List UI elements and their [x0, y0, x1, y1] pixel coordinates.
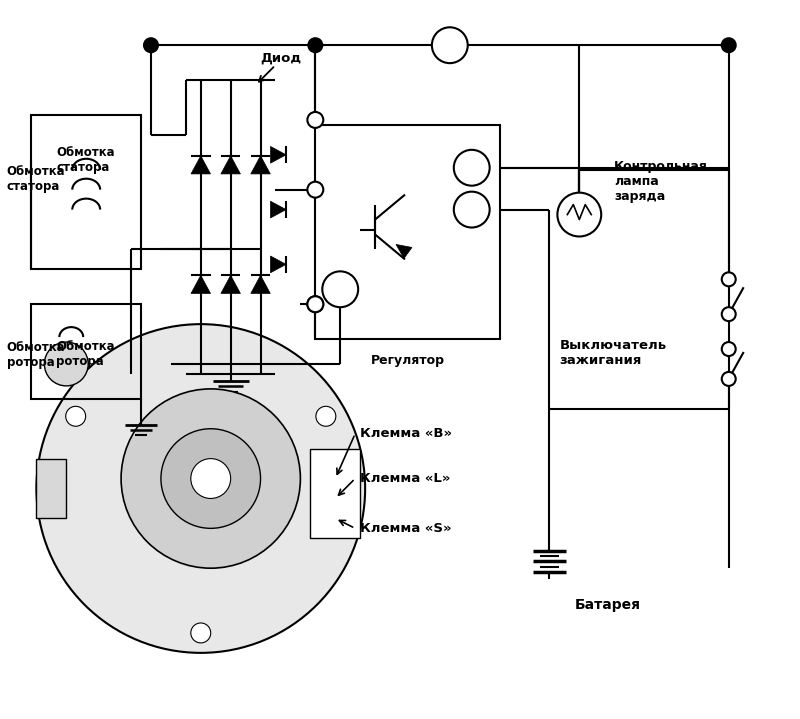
Polygon shape: [270, 201, 286, 218]
Circle shape: [144, 38, 158, 52]
Text: В: В: [446, 40, 454, 50]
Polygon shape: [250, 275, 270, 293]
Circle shape: [307, 296, 323, 312]
Polygon shape: [191, 275, 210, 293]
Circle shape: [121, 389, 300, 568]
Circle shape: [161, 429, 261, 528]
Circle shape: [307, 296, 323, 312]
Text: Батарея: Батарея: [574, 598, 640, 612]
Text: Выключатель
зажигания: Выключатель зажигания: [559, 339, 666, 367]
Bar: [37, 459, 66, 518]
Bar: [31, 304, 141, 399]
Text: E: E: [337, 284, 343, 294]
Circle shape: [454, 192, 490, 227]
Text: Регулятор: Регулятор: [370, 354, 445, 367]
Circle shape: [307, 182, 323, 198]
Circle shape: [307, 112, 323, 128]
Circle shape: [316, 406, 336, 426]
Circle shape: [191, 623, 210, 643]
Circle shape: [558, 193, 602, 237]
Text: Обмотка
статора: Обмотка статора: [6, 165, 65, 193]
Polygon shape: [221, 275, 241, 293]
Text: Диод: Диод: [261, 52, 302, 65]
Circle shape: [722, 273, 736, 286]
Circle shape: [722, 342, 736, 356]
Text: Контрольная
лампа
заряда: Контрольная лампа заряда: [614, 160, 708, 203]
Bar: [31, 115, 141, 270]
Bar: [315, 125, 500, 339]
Text: Обмотка
ротора: Обмотка ротора: [56, 340, 115, 368]
Text: L: L: [469, 162, 474, 173]
Circle shape: [44, 342, 88, 386]
Text: S: S: [469, 205, 474, 214]
Circle shape: [722, 307, 736, 321]
Bar: [310, 449, 360, 539]
Polygon shape: [250, 156, 270, 174]
Text: Клемма «S»: Клемма «S»: [360, 522, 452, 535]
Circle shape: [322, 271, 358, 307]
Text: Обмотка
статора: Обмотка статора: [56, 146, 115, 174]
Polygon shape: [191, 156, 210, 174]
Circle shape: [37, 324, 365, 653]
Polygon shape: [270, 147, 286, 163]
Polygon shape: [396, 244, 412, 258]
Polygon shape: [221, 156, 241, 174]
Circle shape: [454, 150, 490, 186]
Text: Клемма «В»: Клемма «В»: [360, 427, 452, 440]
Circle shape: [308, 38, 322, 52]
Text: Клемма «L»: Клемма «L»: [360, 472, 450, 485]
Polygon shape: [270, 256, 286, 273]
Circle shape: [191, 459, 230, 498]
Circle shape: [66, 406, 86, 426]
Text: Обмотка
ротора: Обмотка ротора: [6, 341, 65, 369]
Circle shape: [722, 38, 736, 52]
Circle shape: [432, 27, 468, 63]
Circle shape: [722, 372, 736, 386]
